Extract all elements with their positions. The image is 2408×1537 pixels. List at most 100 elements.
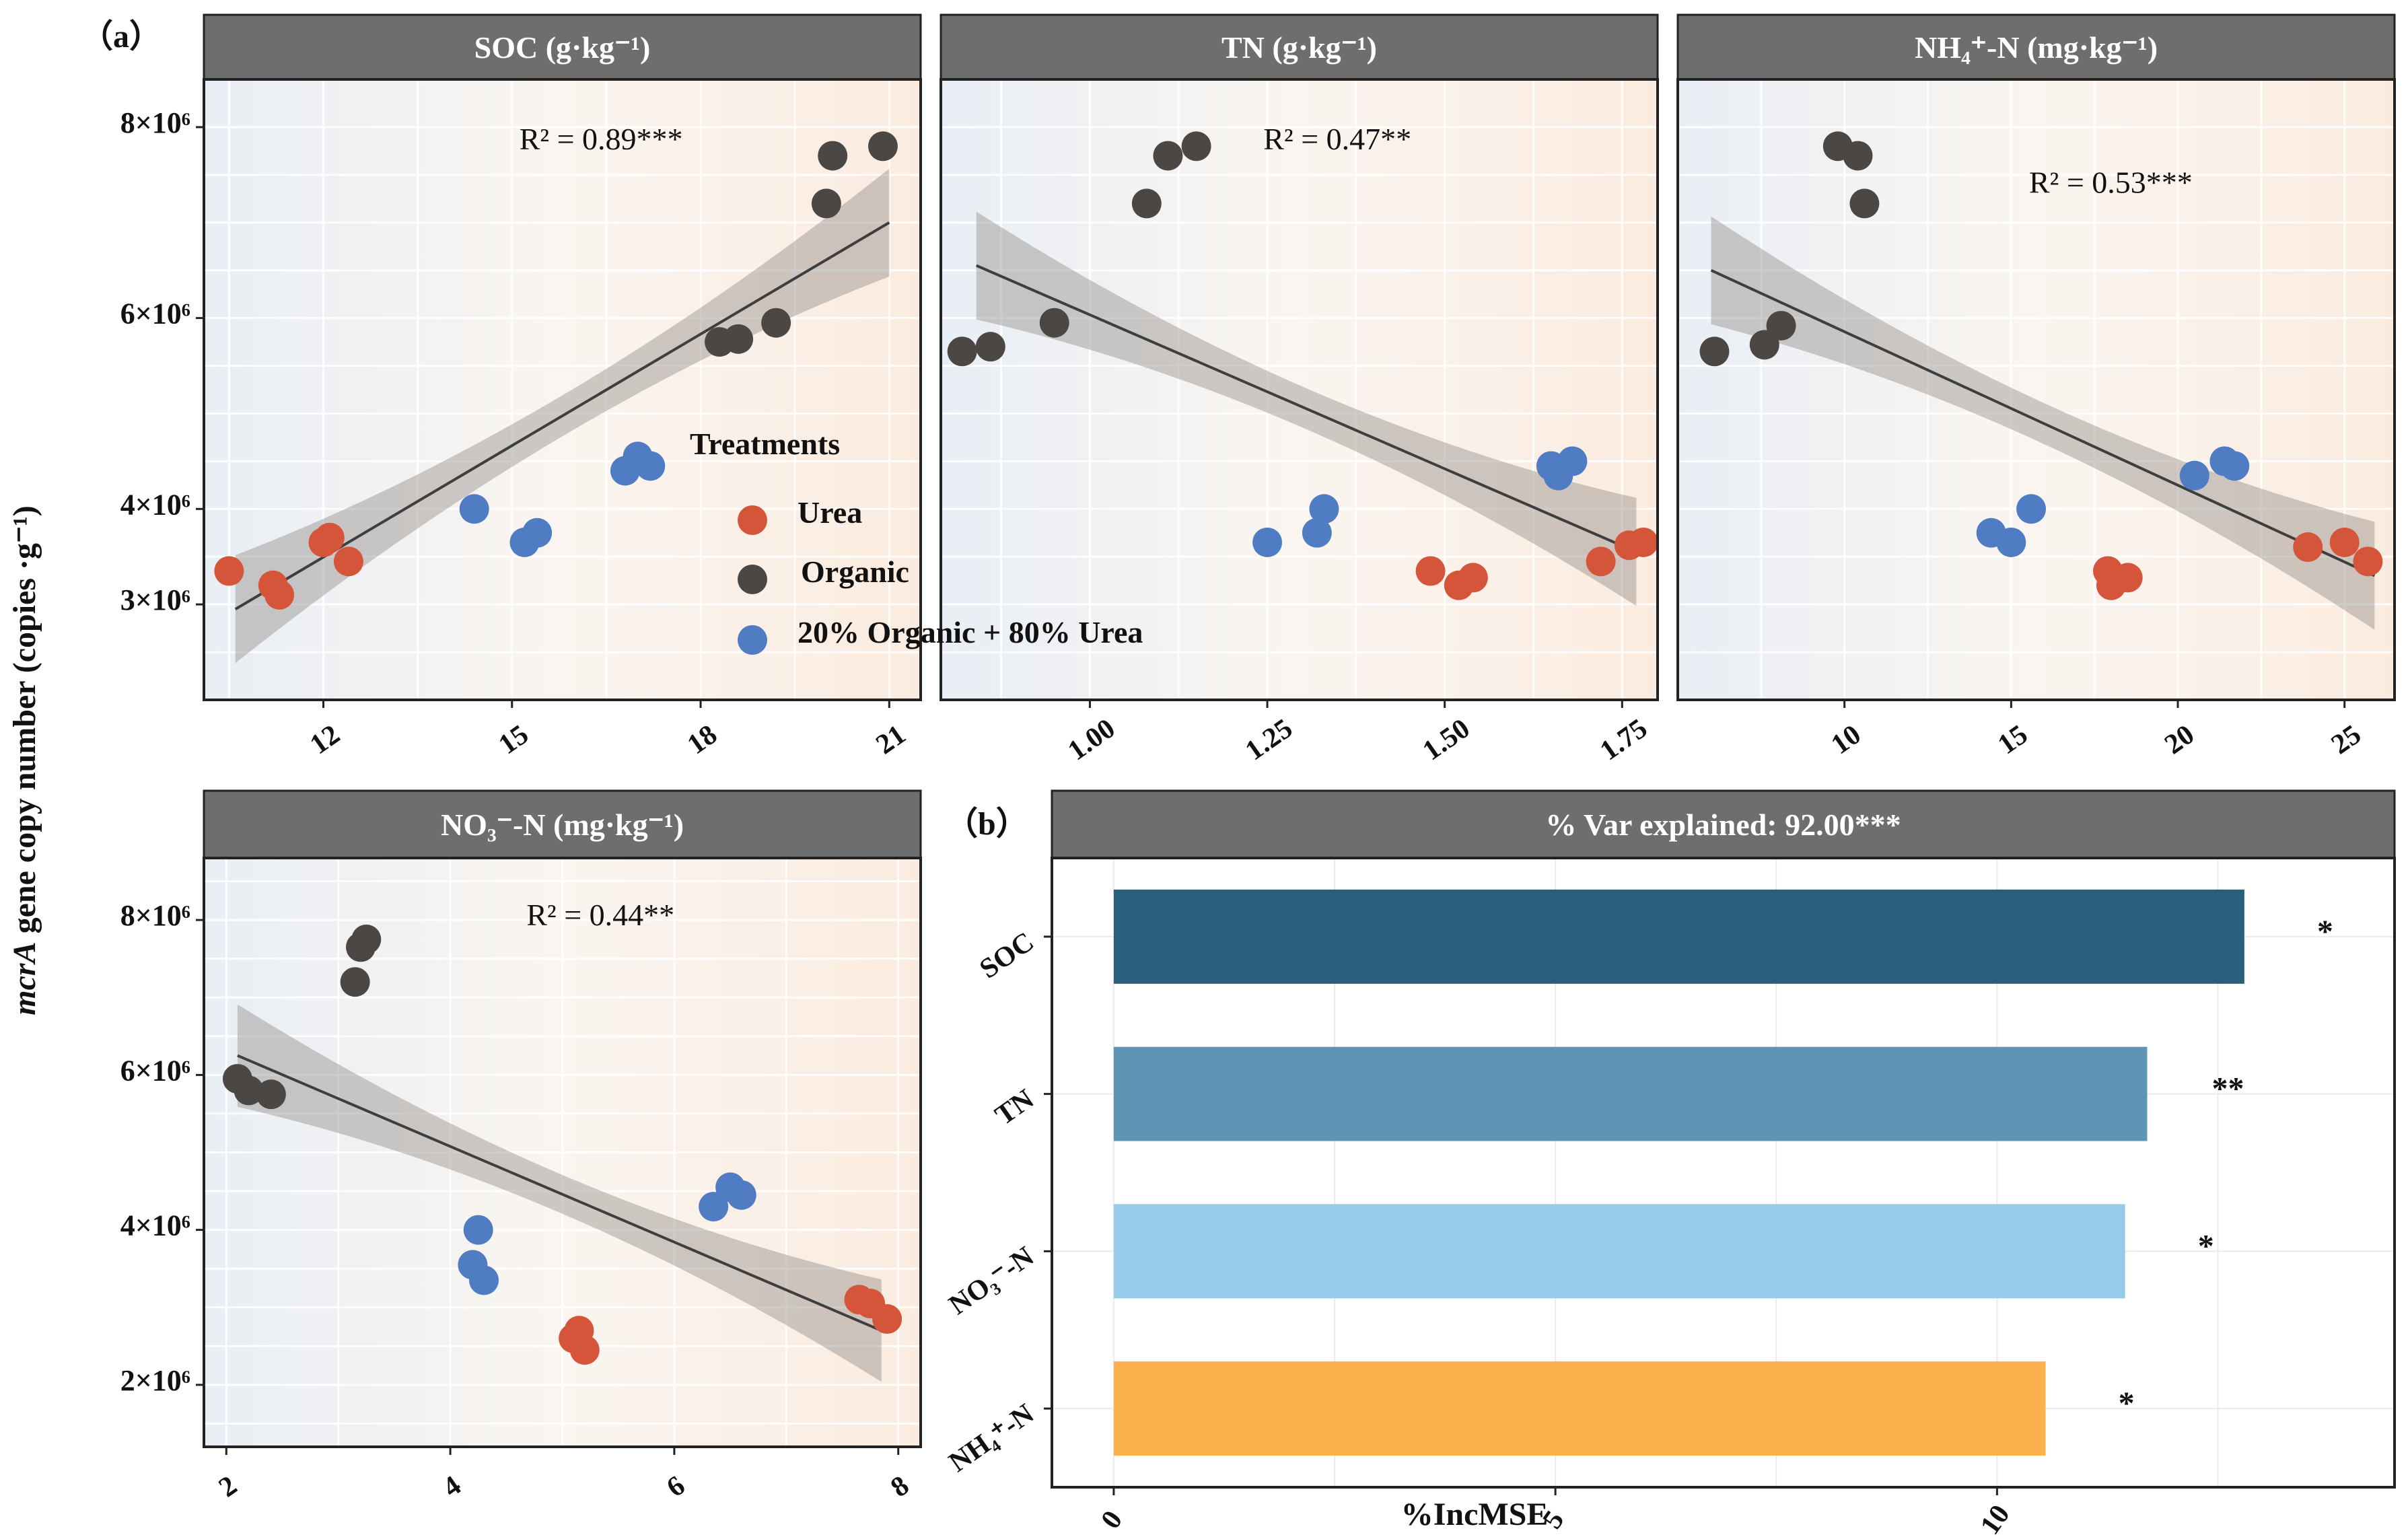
point-soc-organic [761,308,791,338]
point-nh4-urea [2353,546,2383,577]
x-tick-label-nh4: 20 [2159,719,2200,760]
panel-frame-nh4 [1676,78,2396,701]
point-nh4-urea [2113,563,2143,593]
regression-line-no3 [237,1054,882,1332]
point-no3-mixed [469,1265,499,1295]
panel-a-label: （a） [81,19,162,55]
panel-frame-tn [940,78,1659,701]
strip-soc [203,13,922,81]
x-tick-label-nh4: 25 [2326,719,2367,760]
point-no3-organic [340,967,370,997]
point-tn-mixed [1252,527,1283,557]
strip-title-nh4: NH₄⁺-N (mg·kg⁻¹) [1915,30,2158,65]
panel-tn: TN (g·kg⁻¹) R² = 0.47** 1.00 1.25 1.50 1.75 [940,13,1659,766]
strip-title-tn: TN (g·kg⁻¹) [1221,30,1377,65]
y-tick-label-no3: 6×10⁶ [120,1054,190,1087]
r2-annotation-nh4: R² = 0.53*** [2029,165,2193,199]
strip-nh4 [1676,13,2396,81]
strip-title-soc: SOC (g·kg⁻¹) [474,30,651,65]
x-tick-label-no3: 8 [885,1470,915,1503]
panel-frame-no3 [203,857,922,1448]
grid-no3 [204,858,921,1447]
point-tn-organic [1181,131,1211,162]
point-tn-organic [1131,188,1162,219]
significance-label-1: ** [2212,1071,2244,1107]
legend-swatch-organic [738,565,767,594]
point-no3-mixed [726,1180,756,1210]
point-tn-mixed [1302,517,1332,548]
x-tick-label-soc: 21 [870,719,911,760]
category-label-1: TN [990,1083,1040,1131]
panel-frame-importance [1051,857,2396,1489]
panel-soc: SOC (g·kg⁻¹) R² = 0.89*** 12 15 18 21 3×10⁶ 4×1… [120,13,922,760]
x-tick-label-tn: 1.50 [1417,713,1476,766]
panel-importance-bars: % Var explained: 92.00*** * SOC ** TN * NO₃⁻-N… [944,789,2396,1537]
category-label-0: SOC [975,926,1040,985]
plot-bg-nh4 [1678,79,2395,700]
point-soc-mixed [522,517,553,548]
strip-title-importance: % Var explained: 92.00*** [1545,808,1901,842]
point-soc-mixed [635,451,666,481]
point-no3-organic [234,1075,264,1106]
y-axis-title-rest: gene copy number (copies ·g⁻¹) [7,505,42,941]
point-tn-organic [947,336,977,367]
point-nh4-organic [1699,336,1730,367]
x-tick-label-no3: 6 [662,1470,691,1503]
strip-tn [940,13,1659,81]
x-tick-label-importance: 10 [1975,1499,2016,1537]
point-nh4-organic [1749,330,1779,360]
bar-2 [1113,1204,2125,1299]
y-tick-label-soc: 6×10⁶ [120,297,190,330]
point-soc-organic [867,131,898,162]
point-nh4-mixed [2220,451,2250,481]
point-no3-urea [569,1335,600,1365]
plot-bg-soc [204,79,921,700]
point-tn-mixed [1557,446,1588,476]
legend-swatch-urea [738,505,767,535]
point-nh4-mixed [2016,494,2047,524]
bar-1 [1113,1046,2148,1141]
point-soc-urea [214,556,244,586]
bar-3 [1113,1361,2046,1456]
point-soc-urea [264,579,295,610]
legend-label-organic: Organic [801,555,909,589]
legend-label-urea: Urea [798,495,862,530]
legend-label-mixed: 20% Organic + 80% Urea [798,615,1143,649]
point-soc-mixed [459,494,489,524]
y-tick-label-no3: 4×10⁶ [120,1209,190,1242]
r2-annotation-tn: R² = 0.47** [1263,122,1411,156]
y-axis-title: mcrA gene copy number (copies ·g⁻¹) [7,505,42,1015]
point-nh4-urea [2329,527,2360,557]
y-axis-title-gene: mcrA [7,941,42,1015]
strip-title-no3: NO₃⁻-N (mg·kg⁻¹) [441,808,684,842]
legend-title: Treatments [690,427,840,461]
panel-b-label: （b） [946,806,1028,842]
point-tn-urea [1586,546,1616,577]
legend-swatch-mixed [738,625,767,655]
x-tick-label-soc: 12 [305,719,346,760]
r2-annotation-soc: R² = 0.89*** [520,122,683,156]
significance-label-0: * [2317,914,2333,950]
point-tn-organic [1153,141,1183,171]
category-label-3: NH₄⁺-N [944,1398,1040,1478]
point-nh4-urea [2293,532,2323,563]
point-tn-mixed [1309,494,1339,524]
point-nh4-mixed [2179,460,2209,491]
regression-line-nh4 [1710,269,2376,577]
point-nh4-organic [1766,310,1796,341]
x-tick-label-nh4: 15 [1992,719,2033,760]
r2-annotation-no3: R² = 0.44** [526,898,674,932]
regression-line-soc [234,221,890,610]
point-no3-mixed [463,1215,493,1245]
grid-soc [204,78,921,701]
point-tn-urea [1415,556,1446,586]
x-tick-label-no3: 4 [437,1470,467,1503]
x-tick-label-tn: 1.25 [1240,713,1298,766]
regression-line-tn [975,264,1637,553]
significance-label-2: * [2198,1228,2214,1264]
point-soc-organic [818,141,848,171]
panel-nh4: NH₄⁺-N (mg·kg⁻¹) R² = 0.53*** 10 15 20 25 [1676,13,2396,760]
point-no3-urea [872,1304,902,1334]
y-tick-label-soc: 8×10⁶ [120,106,190,139]
